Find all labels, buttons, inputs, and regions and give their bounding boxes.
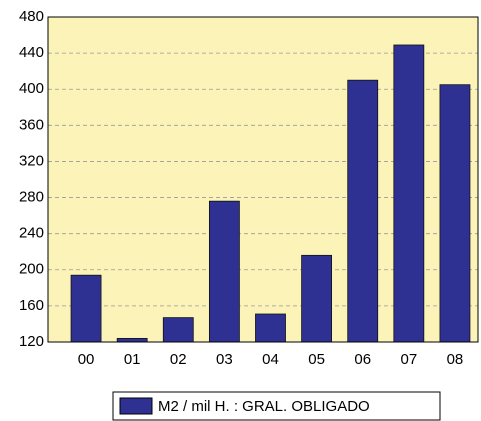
x-tick-label: 08 xyxy=(447,351,464,368)
y-tick-label: 480 xyxy=(19,8,44,25)
bars xyxy=(70,44,471,343)
y-tick-label: 280 xyxy=(19,189,44,206)
bar xyxy=(255,313,286,343)
x-tick-label: 01 xyxy=(124,351,141,368)
y-tick-label: 400 xyxy=(19,80,44,97)
bar xyxy=(162,317,194,343)
bar xyxy=(347,79,379,343)
legend-swatch xyxy=(119,397,153,415)
x-tick-label: 05 xyxy=(308,351,325,368)
bar xyxy=(301,254,333,343)
x-tick-label: 00 xyxy=(78,351,95,368)
y-tick-label: 360 xyxy=(19,116,44,133)
y-tick-label: 240 xyxy=(19,225,44,242)
x-tick-label: 04 xyxy=(262,351,279,368)
plot-frame xyxy=(47,16,479,343)
x-tick-label: 07 xyxy=(400,351,417,368)
bar xyxy=(70,274,102,343)
bar xyxy=(393,44,425,343)
y-tick-label: 440 xyxy=(19,44,44,61)
x-tick-label: 02 xyxy=(170,351,187,368)
bar xyxy=(208,200,240,343)
y-tick-label: 120 xyxy=(19,333,44,350)
legend-box xyxy=(112,391,441,421)
bar xyxy=(116,337,148,343)
labels: 120 160 200 240 280 320 360 400 440 480 00 01 02 03 04… xyxy=(19,8,463,368)
x-tick-label: 03 xyxy=(216,351,233,368)
bar xyxy=(439,84,471,343)
legend-label: M2 / mil H. : GRAL. OBLIGADO xyxy=(158,398,370,415)
y-tick-label: 200 xyxy=(19,261,44,278)
y-tick-label: 320 xyxy=(19,152,44,169)
x-tick-label: 06 xyxy=(354,351,371,368)
y-tick-label: 160 xyxy=(19,297,44,314)
